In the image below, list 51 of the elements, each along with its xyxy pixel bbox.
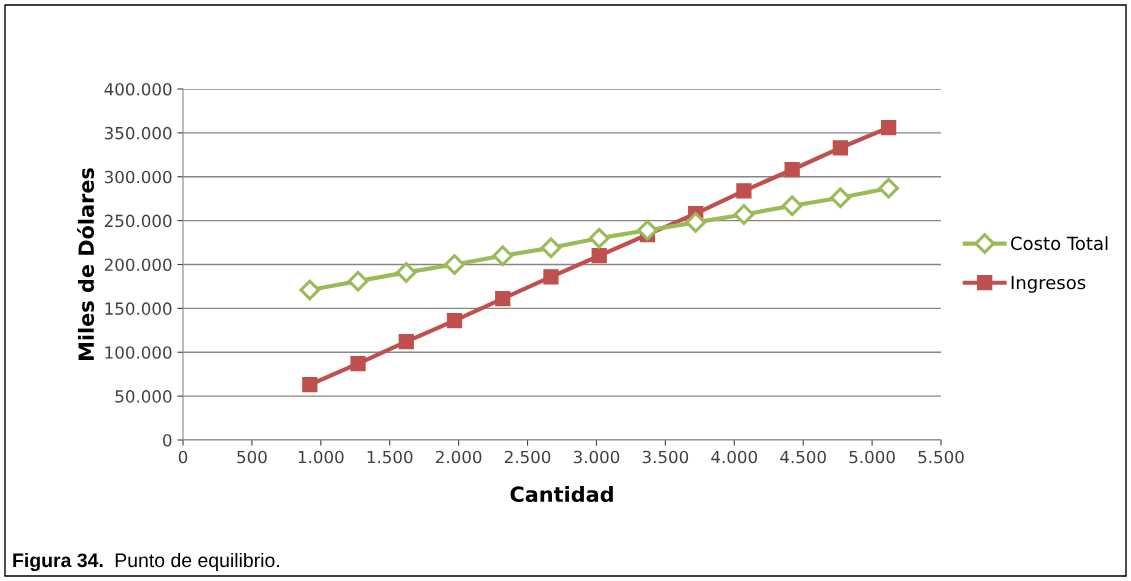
x-tick-label: 500 bbox=[237, 450, 267, 464]
legend-label: Costo Total bbox=[1010, 236, 1108, 251]
point bbox=[591, 248, 607, 264]
point bbox=[880, 119, 897, 136]
point bbox=[832, 140, 849, 156]
point bbox=[736, 183, 752, 199]
y-tick-label: 300.000 bbox=[104, 170, 172, 184]
point bbox=[347, 270, 369, 292]
point bbox=[299, 279, 321, 301]
point bbox=[588, 227, 610, 249]
legend-label: Ingresos bbox=[1011, 275, 1086, 293]
x-tick-label: 0 bbox=[178, 450, 188, 464]
point bbox=[398, 334, 414, 350]
point bbox=[540, 237, 562, 259]
x-axis-title: Cantidad bbox=[510, 485, 613, 503]
point bbox=[733, 204, 755, 225]
x-tick-label: 5.500 bbox=[918, 450, 964, 464]
y-tick-label: 150.000 bbox=[105, 302, 172, 315]
y-tick-label: 200.000 bbox=[104, 258, 172, 272]
x-tick-label: 4.000 bbox=[711, 450, 758, 464]
x-tick-label: 2.000 bbox=[436, 450, 482, 464]
x-tick-label: 5.000 bbox=[849, 450, 895, 464]
y-tick-label: 350.000 bbox=[104, 126, 172, 140]
x-tick-label: 1.500 bbox=[367, 450, 413, 464]
point bbox=[446, 313, 463, 329]
y-tick-label: 0 bbox=[163, 433, 172, 447]
point bbox=[685, 212, 707, 233]
point bbox=[302, 377, 318, 393]
y-tick-label: 50.000 bbox=[115, 390, 172, 403]
x-tick-label: 1.000 bbox=[298, 450, 344, 464]
point bbox=[637, 219, 658, 241]
point bbox=[492, 245, 514, 267]
y-tick-label: 100.000 bbox=[105, 346, 172, 359]
point bbox=[784, 162, 800, 178]
point bbox=[543, 269, 559, 285]
point bbox=[444, 254, 465, 275]
point bbox=[878, 177, 899, 199]
point bbox=[495, 291, 511, 307]
point bbox=[395, 262, 417, 283]
point bbox=[350, 356, 366, 372]
y-tick-label: 400.000 bbox=[104, 82, 172, 96]
x-tick-label: 4.500 bbox=[780, 450, 826, 464]
y-axis-title: Miles de Dólares bbox=[77, 168, 95, 360]
y-tick-label: 250.000 bbox=[104, 214, 172, 228]
x-tick-label: 3.000 bbox=[573, 450, 620, 464]
text: Punto de equilibrio. bbox=[115, 552, 279, 572]
text: Figura 34. bbox=[13, 552, 103, 572]
point bbox=[781, 195, 803, 217]
point bbox=[830, 187, 851, 209]
x-tick-label: 3.500 bbox=[642, 450, 689, 464]
x-tick-label: 2.500 bbox=[504, 450, 551, 464]
